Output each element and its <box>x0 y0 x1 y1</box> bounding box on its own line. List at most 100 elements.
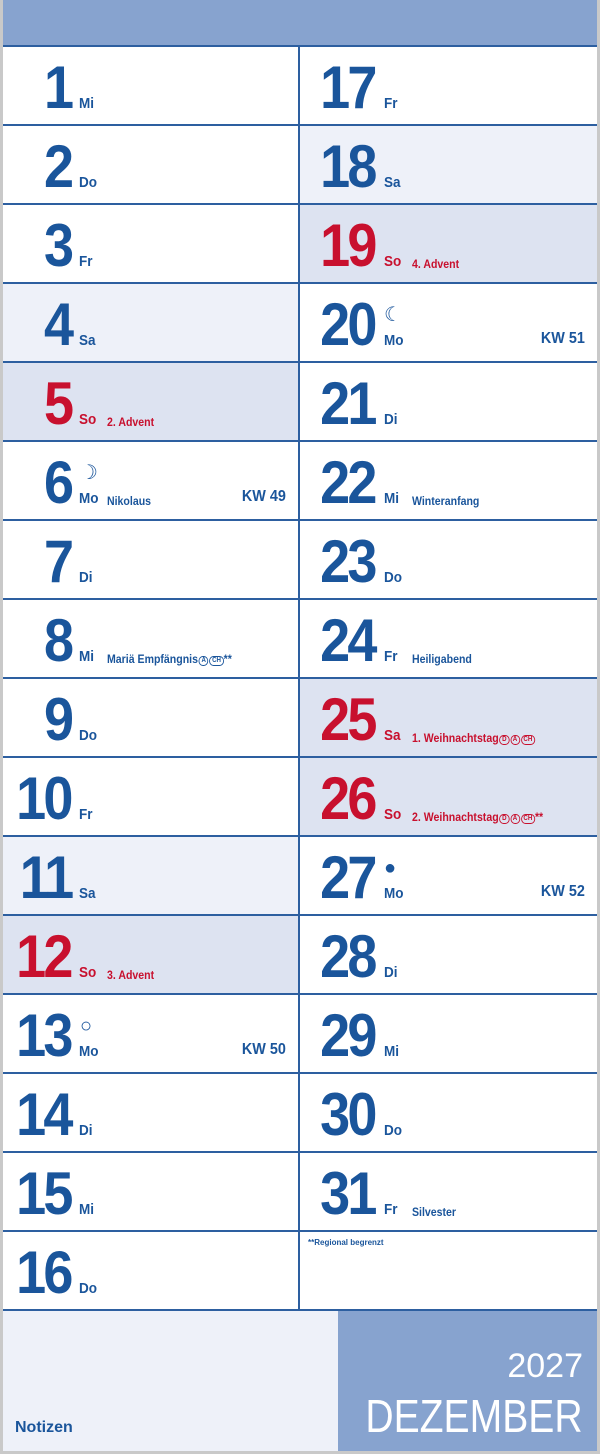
moon-phase-icon: ☾ <box>384 304 402 326</box>
weekday: So <box>384 806 402 823</box>
day-number: 21 <box>320 370 377 437</box>
day-row[interactable]: 16 Do <box>3 1232 298 1311</box>
holiday-name: Winteranfang <box>412 494 480 508</box>
day-row[interactable]: 26 So 2. Weihnachtstag D A CH ** <box>300 758 597 837</box>
weekday: Mo <box>384 885 404 902</box>
week-number: KW 51 <box>540 330 585 347</box>
holiday-label: 4. Advent <box>412 257 459 271</box>
day-row[interactable]: 3 Fr <box>3 205 298 284</box>
day-row[interactable]: 10 Fr <box>3 758 298 837</box>
day-number: 22 <box>320 449 377 516</box>
day-number: 14 <box>16 1081 73 1148</box>
holiday-label: Mariä Empfängnis A CH ** <box>107 652 232 666</box>
day-row[interactable]: 24 Fr Heiligabend <box>300 600 597 679</box>
day-number: 20 <box>320 291 377 358</box>
day-row[interactable]: 23 Do <box>300 521 597 600</box>
day-row[interactable]: 15 Mi <box>3 1153 298 1232</box>
region-badge: A <box>510 735 520 745</box>
day-number: 6 <box>43 449 74 516</box>
day-number: 27 <box>320 844 377 911</box>
day-number: 8 <box>43 607 74 674</box>
top-band <box>3 0 597 47</box>
weekday: Do <box>79 1280 97 1297</box>
weekday: Mi <box>384 490 400 507</box>
day-number: 18 <box>320 133 377 200</box>
day-row[interactable]: 2 Do <box>3 126 298 205</box>
holiday-label: 2. Weihnachtstag D A CH ** <box>412 810 543 824</box>
footnote: **Regional begrenzt <box>308 1238 384 1247</box>
day-row[interactable]: 9 Do <box>3 679 298 758</box>
day-number: 26 <box>320 765 377 832</box>
day-row[interactable]: 25 Sa 1. Weihnachtstag D A CH <box>300 679 597 758</box>
day-row[interactable]: 30 Do <box>300 1074 597 1153</box>
day-row[interactable]: 5 So 2. Advent <box>3 363 298 442</box>
month-name: DEZEMBER <box>365 1390 583 1442</box>
weekday: Fr <box>79 253 93 270</box>
day-row[interactable]: 31 Fr Silvester <box>300 1153 597 1232</box>
day-row[interactable]: 13 Mo ○ KW 50 <box>3 995 298 1074</box>
weekday: Sa <box>384 174 401 191</box>
holiday-name: Silvester <box>412 1205 457 1219</box>
day-row[interactable]: 4 Sa <box>3 284 298 363</box>
holiday-name: Heiligabend <box>412 652 472 666</box>
holiday-label: Silvester <box>412 1205 456 1219</box>
day-number: 24 <box>320 607 377 674</box>
holiday-label: 3. Advent <box>107 968 154 982</box>
day-number: 29 <box>320 1002 377 1069</box>
weekday: Sa <box>79 332 96 349</box>
day-number: 13 <box>16 1002 73 1069</box>
day-number: 7 <box>43 528 74 595</box>
day-row[interactable]: 27 Mo ● KW 52 <box>300 837 597 916</box>
day-row[interactable]: 14 Di <box>3 1074 298 1153</box>
region-badge: D <box>499 735 510 745</box>
holiday-name: Mariä Empfängnis <box>107 652 198 666</box>
day-row[interactable]: 28 Di <box>300 916 597 995</box>
region-badge: CH <box>520 735 535 745</box>
weekday: Fr <box>384 95 398 112</box>
day-row[interactable]: 20 Mo ☾ KW 51 <box>300 284 597 363</box>
day-number: 5 <box>43 370 74 437</box>
day-number: 11 <box>19 844 73 911</box>
moon-phase-icon: ● <box>384 857 397 879</box>
notes-area[interactable]: Notizen <box>3 1311 338 1451</box>
day-number: 31 <box>320 1160 377 1227</box>
region-badge: D <box>499 814 510 824</box>
day-row[interactable]: 11 Sa <box>3 837 298 916</box>
day-row[interactable]: 18 Sa <box>300 126 597 205</box>
day-row[interactable]: 29 Mi <box>300 995 597 1074</box>
weekday: Fr <box>79 806 93 823</box>
day-row[interactable]: 7 Di <box>3 521 298 600</box>
month-header: 2027 DEZEMBER <box>338 1311 597 1451</box>
day-number: 15 <box>16 1160 73 1227</box>
holiday-name: 1. Weihnachtstag <box>412 731 499 745</box>
day-row[interactable]: 1 Mi <box>3 47 298 126</box>
day-row[interactable]: 8 Mi Mariä Empfängnis A CH ** <box>3 600 298 679</box>
weekday: Mo <box>384 332 404 349</box>
holiday-name: 4. Advent <box>412 257 460 271</box>
weekday: Mi <box>384 1043 400 1060</box>
day-number: 1 <box>43 54 74 121</box>
day-row[interactable]: 6 Mo ☽ Nikolaus KW 49 <box>3 442 298 521</box>
day-row[interactable]: 22 Mi Winteranfang <box>300 442 597 521</box>
calendar-page: 1 Mi 2 Do 3 Fr 4 Sa 5 So 2. Advent 6 Mo ☽ Nikolaus KW 4… <box>3 0 597 1451</box>
notes-label: Notizen <box>15 1419 73 1436</box>
day-number: 16 <box>16 1239 73 1306</box>
weekday: Fr <box>384 648 398 665</box>
day-row[interactable]: 17 Fr <box>300 47 597 126</box>
day-number: 4 <box>43 291 74 358</box>
weekday: Di <box>384 964 398 981</box>
day-number: 3 <box>43 212 74 279</box>
day-number: 12 <box>16 923 73 990</box>
day-row[interactable]: 21 Di <box>300 363 597 442</box>
day-number: 30 <box>320 1081 377 1148</box>
footnote-cell: **Regional begrenzt <box>300 1232 597 1311</box>
holiday-name: 2. Weihnachtstag <box>412 810 499 824</box>
day-number: 19 <box>320 212 377 279</box>
day-row[interactable]: 19 So 4. Advent <box>300 205 597 284</box>
day-number: 23 <box>320 528 377 595</box>
day-row[interactable]: 12 So 3. Advent <box>3 916 298 995</box>
weekday: So <box>79 964 97 981</box>
holiday-label: 2. Advent <box>107 415 154 429</box>
weekday: Do <box>384 1122 402 1139</box>
weekday: Mi <box>79 648 95 665</box>
